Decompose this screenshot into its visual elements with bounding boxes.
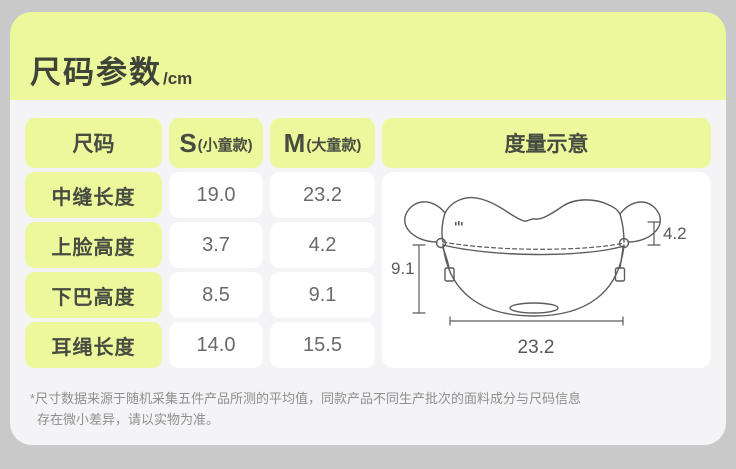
- row-label-upper-face: 上脸高度: [25, 222, 162, 268]
- column-header-m: M (大童款): [270, 118, 375, 168]
- measure-line-left: [412, 244, 426, 314]
- page-title: 尺码参数: [30, 55, 162, 90]
- value-upper-face-s: 3.7: [169, 222, 263, 268]
- row-label-center-seam: 中缝长度: [25, 172, 162, 218]
- size-m-variant: (大童款): [306, 137, 362, 154]
- measure-value-left: 9.1: [391, 259, 415, 278]
- mask-chin-outline: [442, 243, 625, 317]
- left-ear-toggle: [444, 267, 455, 282]
- column-header-size: 尺码: [25, 118, 162, 168]
- value-ear-strap-m: 15.5: [270, 322, 375, 368]
- size-s-letter: S: [179, 127, 197, 158]
- measure-line-right: [647, 221, 661, 246]
- left-ear-strap: [442, 247, 450, 269]
- card-header: 尺码参数 /cm: [10, 12, 726, 100]
- mask-fold-line: [442, 244, 625, 256]
- value-upper-face-m: 4.2: [270, 222, 375, 268]
- footnote-line-1: *尺寸数据来源于随机采集五件产品所测的平均值，同款产品不同生产批次的面料成分与尺…: [30, 391, 582, 406]
- mask-right-edge: [619, 213, 625, 243]
- footnote: *尺寸数据来源于随机采集五件产品所测的平均值，同款产品不同生产批次的面料成分与尺…: [25, 388, 711, 430]
- mask-left-edge: [441, 212, 446, 243]
- brand-mark: [455, 221, 463, 226]
- left-ear-ring: [435, 237, 447, 249]
- value-center-seam-m: 23.2: [270, 172, 375, 218]
- right-ear-ring: [618, 237, 630, 249]
- right-ear-toggle: [614, 267, 626, 282]
- size-table: 尺码 S (小童款) M (大童款) 度量示意: [25, 118, 711, 368]
- right-ear-strap: [619, 247, 624, 269]
- row-label-ear-strap: 耳绳长度: [25, 322, 162, 368]
- mask-top-edge: [444, 196, 621, 222]
- measure-value-right: 4.2: [663, 224, 687, 243]
- column-header-diagram: 度量示意: [382, 118, 711, 168]
- right-ear-loop: [619, 201, 661, 243]
- measurement-diagram-cell: 4.2 9.1 23.2: [382, 172, 711, 368]
- title-unit-label: /cm: [163, 69, 193, 88]
- card-body: 尺码 S (小童款) M (大童款) 度量示意: [10, 100, 726, 445]
- value-chin-height-s: 8.5: [169, 272, 263, 318]
- size-s-variant: (小童款): [197, 137, 253, 154]
- value-ear-strap-s: 14.0: [169, 322, 263, 368]
- footnote-line-2: 存在微小差异，请以实物为准。: [37, 412, 220, 427]
- column-header-s: S (小童款): [169, 118, 263, 168]
- left-ear-loop: [404, 201, 446, 243]
- measure-line-bottom: [449, 316, 624, 326]
- mask-fold-dashed-line: [442, 241, 625, 250]
- mask-measurement-diagram: 4.2 9.1 23.2: [391, 196, 687, 358]
- row-label-chin-height: 下巴高度: [25, 272, 162, 318]
- size-spec-card: 尺码参数 /cm 尺码 S (小童款) M (大童款) 度量示意: [10, 12, 726, 445]
- mask-bottom-pleat: [509, 302, 559, 314]
- size-m-letter: M: [283, 127, 306, 158]
- measure-value-bottom: 23.2: [518, 337, 555, 358]
- value-chin-height-m: 9.1: [270, 272, 375, 318]
- value-center-seam-s: 19.0: [169, 172, 263, 218]
